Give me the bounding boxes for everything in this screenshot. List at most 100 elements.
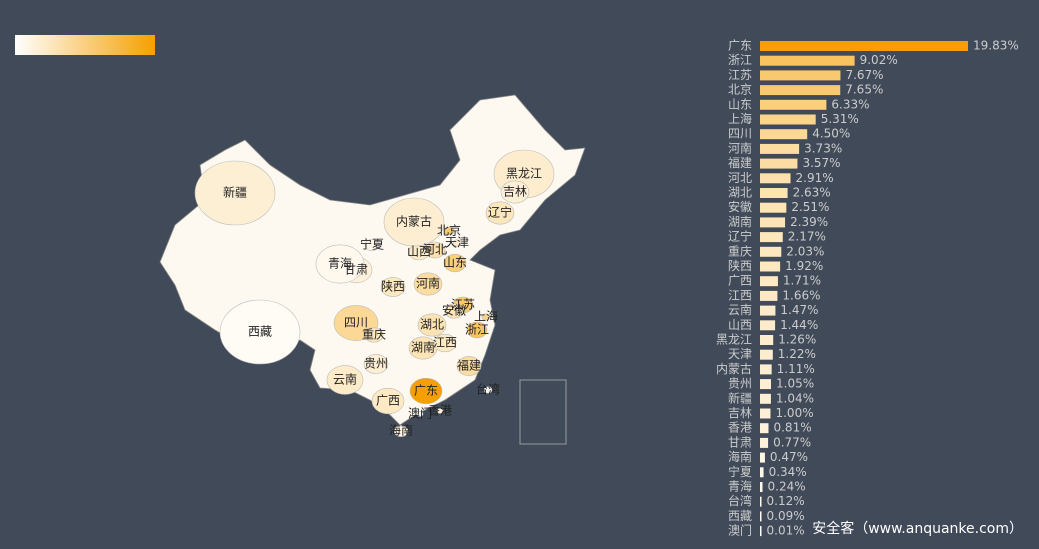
bar	[760, 364, 772, 375]
value-label: 1.71%	[783, 274, 821, 288]
category-label: 江苏	[728, 68, 752, 82]
bar	[760, 467, 764, 478]
value-label: 2.51%	[791, 200, 829, 214]
category-label: 山东	[728, 97, 752, 111]
value-label: 4.50%	[812, 127, 850, 141]
province-label: 重庆	[362, 328, 386, 342]
category-label: 天津	[728, 347, 752, 361]
bar	[760, 173, 791, 184]
category-label: 台湾	[728, 493, 752, 508]
bar	[760, 85, 841, 96]
province-region	[443, 226, 455, 236]
bar	[760, 41, 968, 51]
bar	[760, 217, 786, 228]
bar	[760, 423, 769, 434]
province-label: 江西	[433, 336, 457, 350]
province-label: 青海	[328, 256, 352, 271]
bar	[760, 114, 816, 125]
category-label: 重庆	[728, 244, 752, 258]
province-label: 天津	[445, 236, 469, 250]
province-region	[436, 408, 444, 414]
province-label: 湖南	[411, 340, 435, 355]
province-region	[417, 313, 447, 337]
province-region	[383, 197, 445, 247]
bar	[760, 452, 765, 463]
bar	[760, 129, 808, 140]
province-label: 广西	[376, 394, 400, 408]
bar	[760, 276, 778, 287]
value-label: 0.77%	[773, 435, 811, 449]
bar	[760, 349, 773, 360]
value-label: 1.66%	[782, 288, 820, 302]
category-label: 广东	[728, 39, 752, 53]
bar	[760, 496, 762, 507]
category-label: 山西	[728, 318, 752, 332]
category-label: 海南	[728, 449, 752, 464]
province-label: 甘肃	[344, 263, 368, 277]
bar	[760, 143, 800, 154]
bar	[760, 158, 798, 169]
province-region	[364, 239, 380, 251]
province-region	[485, 201, 515, 225]
bar	[760, 320, 776, 331]
value-label: 2.39%	[790, 215, 828, 229]
category-label: 河南	[728, 140, 752, 155]
value-label: 0.24%	[768, 480, 806, 494]
province-region	[433, 333, 457, 353]
province-label: 香港	[428, 404, 452, 418]
bar	[760, 188, 788, 198]
value-label: 7.67%	[845, 68, 883, 82]
bar	[760, 261, 781, 272]
value-label: 6.33%	[831, 97, 869, 111]
watermark: 安全客（www.anquanke.com）	[812, 520, 1023, 537]
category-label: 河北	[728, 171, 752, 185]
category-label: 云南	[728, 302, 752, 317]
province-region	[364, 327, 384, 343]
value-label: 0.47%	[770, 450, 808, 464]
value-label: 2.63%	[793, 186, 831, 200]
province-label: 新疆	[223, 185, 247, 200]
category-label: 西藏	[728, 509, 752, 523]
value-label: 2.91%	[796, 171, 834, 185]
province-region	[393, 425, 409, 437]
value-label: 1.00%	[775, 406, 813, 420]
bar	[760, 246, 782, 257]
province-label: 福建	[457, 358, 481, 373]
province-label: 河北	[423, 243, 447, 257]
province-region	[363, 354, 389, 374]
province-label: 广东	[414, 384, 438, 398]
province-region	[219, 299, 301, 365]
category-label: 四川	[728, 127, 752, 141]
category-label: 上海	[728, 111, 752, 126]
bar	[760, 335, 774, 345]
bar	[760, 305, 776, 316]
province-label: 海南	[389, 423, 413, 438]
province-label: 北京	[437, 224, 461, 238]
category-label: 宁夏	[728, 464, 752, 479]
value-label: 1.26%	[778, 333, 816, 347]
visual-map	[15, 35, 155, 55]
province-region	[413, 272, 443, 296]
category-label: 新疆	[728, 390, 752, 405]
province-label: 云南	[333, 372, 357, 387]
value-label: 0.12%	[767, 494, 805, 508]
category-label: 湖北	[728, 185, 752, 200]
province-label: 河南	[416, 276, 440, 291]
bar	[760, 379, 772, 390]
province-label: 内蒙古	[396, 214, 432, 229]
bar	[760, 202, 787, 213]
category-label: 陕西	[728, 258, 752, 273]
province-label: 上海	[474, 309, 498, 324]
province-region	[315, 244, 365, 284]
category-label: 广西	[728, 274, 752, 288]
category-label: 辽宁	[728, 229, 752, 244]
province-region	[326, 365, 364, 395]
category-label: 安徽	[728, 199, 752, 214]
category-label: 内蒙古	[716, 361, 752, 376]
province-label: 山东	[443, 256, 467, 270]
province-label: 宁夏	[360, 237, 384, 252]
bar	[760, 55, 855, 66]
province-label: 澳门	[408, 406, 432, 421]
province-label: 西藏	[248, 325, 272, 339]
bar	[760, 482, 763, 492]
